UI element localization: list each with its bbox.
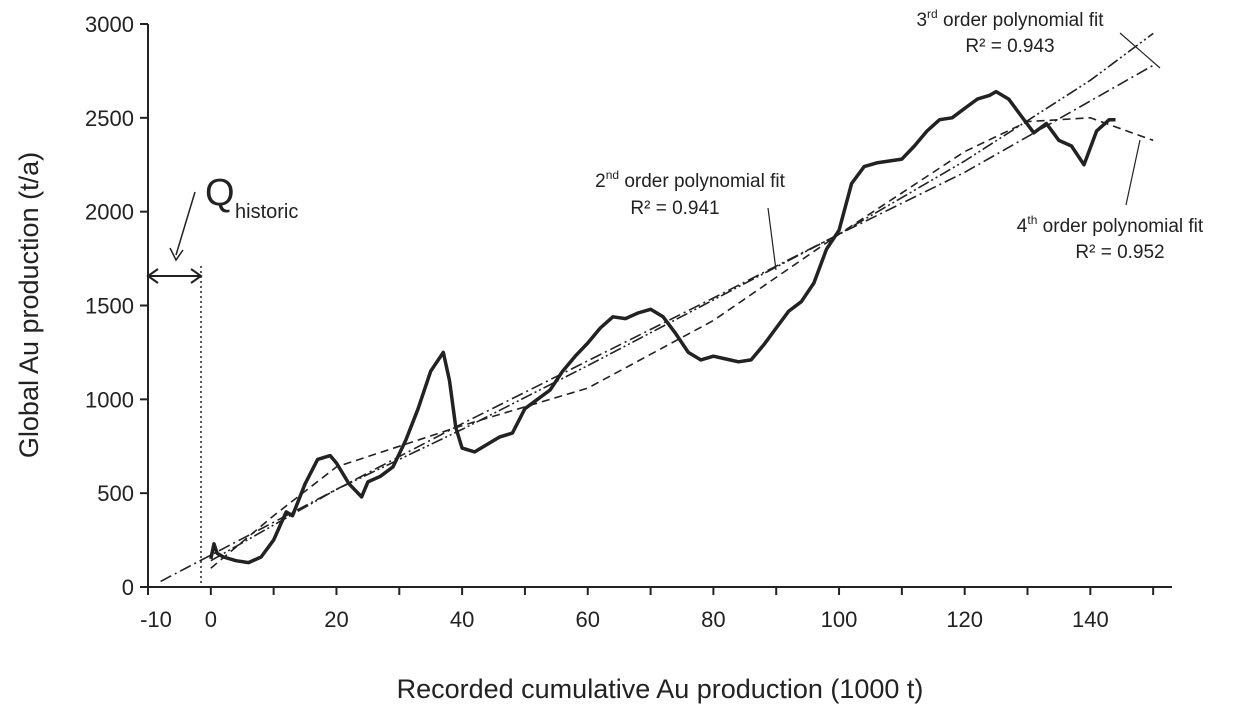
q-symbol: Q [205, 172, 235, 214]
x-tick-label: 60 [576, 607, 600, 632]
annotation-r2: R² = 0.952 [1075, 242, 1164, 263]
q-subscript: historic [235, 201, 298, 223]
x-tick-label: 20 [324, 607, 348, 632]
y-tick-label: 2000 [85, 200, 134, 225]
annotation-2nd: 2nd order polynomial fit [595, 168, 785, 192]
fit-labels: 3rd order polynomial fit R² = 0.943 2nd … [595, 7, 1204, 271]
q-historic: Q historic [146, 172, 298, 587]
x-tick-label: 140 [1072, 607, 1109, 632]
y-tick-label: 500 [97, 481, 134, 506]
fit-line [210, 32, 1154, 562]
y-axis-title: Global Au production (t/a) [14, 152, 44, 458]
leader-line [767, 207, 777, 271]
annotation-4th: 4th order polynomial fit [1017, 213, 1204, 237]
annotation-text: order polynomial fit [1037, 216, 1204, 237]
annotation-text: order polynomial fit [619, 171, 786, 192]
x-tick-label: 40 [450, 607, 474, 632]
annotation-r2: R² = 0.941 [630, 198, 719, 219]
annotation-order: 4 [1017, 216, 1028, 237]
q-pointer-head [169, 247, 184, 262]
y-tick-label: 1000 [85, 387, 134, 412]
annotation-r2: R² = 0.943 [965, 36, 1054, 57]
x-tick-label: 80 [701, 607, 725, 632]
fit-line [160, 64, 1154, 583]
x-tick-label: 100 [821, 607, 858, 632]
annotation-suffix: nd [606, 168, 619, 182]
x-tick-label: -10 [140, 607, 172, 632]
annotation-order: 3 [916, 10, 927, 31]
y-tick-label: 3000 [85, 12, 134, 37]
y-tick-label: 2500 [85, 106, 134, 131]
x-tick-label: 120 [946, 607, 983, 632]
annotation-order: 2 [595, 171, 606, 192]
y-tick-label: 1500 [85, 294, 134, 319]
annotation-suffix: th [1027, 213, 1037, 227]
q-pointer [175, 191, 196, 256]
fit-line [210, 117, 1154, 569]
x-axis-title: Recorded cumulative Au production (1000 … [397, 674, 924, 704]
leader-line [1125, 139, 1141, 206]
x-tick-label: 0 [205, 607, 217, 632]
annotation-text: order polynomial fit [938, 10, 1105, 31]
y-tick-label: 0 [122, 575, 134, 600]
annotation-suffix: rd [927, 7, 938, 21]
annotation-3rd: 3rd order polynomial fit [916, 7, 1104, 31]
data-line [209, 89, 1116, 565]
leader-line [1119, 32, 1161, 69]
